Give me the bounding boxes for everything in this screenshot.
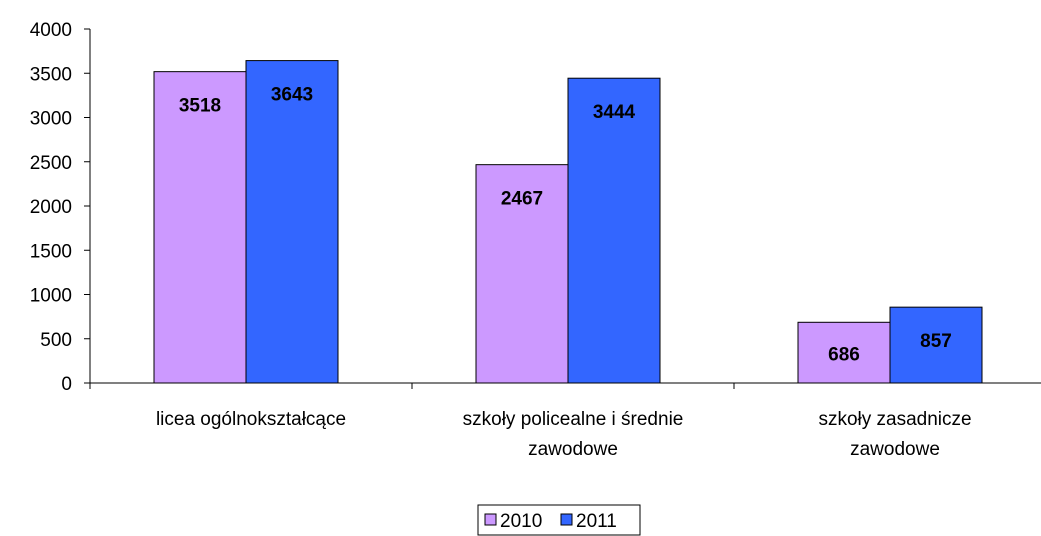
bar-2011-1 bbox=[245, 60, 339, 384]
value-label: 3518 bbox=[179, 96, 221, 117]
bar-2010-1 bbox=[153, 71, 247, 384]
bars bbox=[153, 60, 983, 384]
bar-2011-2 bbox=[567, 77, 661, 384]
bar-2011-3 bbox=[889, 306, 983, 384]
value-labels: 3518 2467 686 3643 3444 857 bbox=[179, 85, 952, 366]
value-label: 3643 bbox=[271, 85, 313, 106]
y-tick-label: 1000 bbox=[30, 286, 72, 307]
x-category-label: szkoły policealne i średnie zawodowe bbox=[463, 409, 684, 460]
x-axis-labels: licea ogólnokształcące szkoły policealne … bbox=[156, 409, 972, 460]
value-label: 2467 bbox=[501, 189, 543, 210]
legend-swatch-2011 bbox=[560, 513, 573, 526]
y-tick-label: 2500 bbox=[30, 153, 72, 174]
y-tick-label: 0 bbox=[61, 374, 72, 395]
y-tick-label: 4000 bbox=[30, 20, 72, 41]
value-label: 686 bbox=[828, 345, 860, 366]
legend-swatch-2010 bbox=[484, 513, 497, 526]
y-tick-label: 1500 bbox=[30, 241, 72, 262]
legend-label-2010: 2010 bbox=[500, 511, 542, 532]
bar-2010-3 bbox=[797, 321, 891, 384]
x-category-label: licea ogólnokształcące bbox=[156, 409, 346, 430]
legend: 2010 2011 bbox=[477, 504, 641, 536]
legend-label-2011: 2011 bbox=[576, 511, 617, 532]
y-tick-label: 2000 bbox=[30, 197, 72, 218]
y-tick-label: 3000 bbox=[30, 109, 72, 130]
bar-2010-2 bbox=[475, 164, 569, 384]
legend-box bbox=[477, 504, 641, 536]
x-category-label: szkoły zasadnicze zawodowe bbox=[818, 409, 971, 460]
y-axis-ticks: 0 500 1000 1500 2000 2500 3000 3500 4000 bbox=[30, 20, 90, 395]
value-label: 857 bbox=[920, 331, 952, 352]
value-label: 3444 bbox=[593, 102, 636, 123]
y-tick-label: 3500 bbox=[30, 64, 72, 85]
y-tick-label: 500 bbox=[40, 330, 72, 351]
